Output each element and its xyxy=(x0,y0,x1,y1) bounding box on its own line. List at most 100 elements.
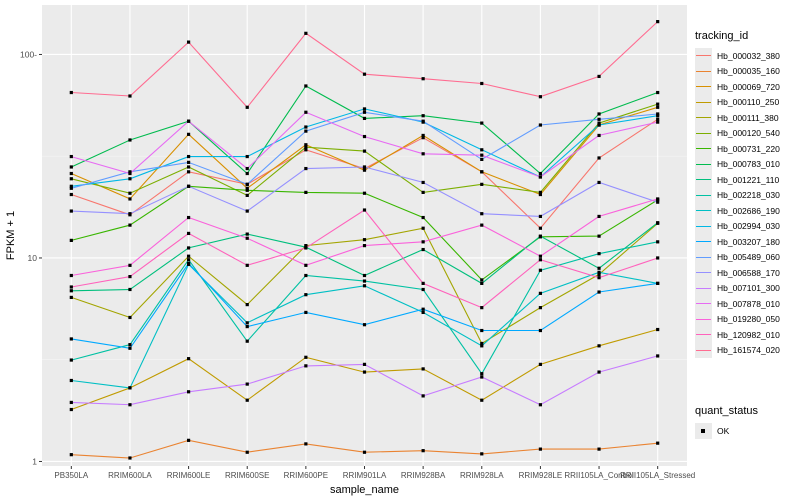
data-point xyxy=(186,165,191,169)
data-point xyxy=(656,114,660,118)
data-point xyxy=(480,344,484,348)
data-point xyxy=(597,133,601,138)
data-point xyxy=(245,398,249,402)
data-point xyxy=(304,442,308,446)
data-point xyxy=(480,375,484,379)
data-point xyxy=(186,438,191,442)
data-point xyxy=(362,273,367,278)
data-point xyxy=(362,168,367,172)
data-point xyxy=(186,40,191,44)
data-point xyxy=(421,190,425,194)
legend-item-Hb_000111_380: Hb_000111_380 xyxy=(695,110,795,126)
data-point xyxy=(597,214,601,219)
data-point xyxy=(480,157,484,162)
x-axis-title: sample_name xyxy=(330,484,399,496)
data-point xyxy=(597,447,601,451)
data-point xyxy=(304,364,308,368)
data-point xyxy=(245,154,249,159)
data-point xyxy=(656,327,660,332)
data-point xyxy=(656,20,660,24)
legend-swatch xyxy=(695,125,712,141)
data-point xyxy=(304,263,308,267)
x-tick-label: RRIM928LA xyxy=(460,471,504,480)
data-point xyxy=(480,148,484,152)
data-point xyxy=(304,246,308,250)
data-point xyxy=(245,232,249,236)
data-point xyxy=(304,125,308,129)
point-marker xyxy=(701,429,705,433)
legend-line xyxy=(696,349,711,351)
data-point xyxy=(538,268,543,272)
legend-swatch xyxy=(695,63,712,79)
legend-line xyxy=(696,303,711,304)
data-point xyxy=(480,81,484,86)
legend-line xyxy=(696,225,711,227)
legend-item-Hb_000035_160: Hb_000035_160 xyxy=(695,63,795,79)
data-point xyxy=(480,121,484,125)
data-point xyxy=(538,403,543,407)
data-point xyxy=(362,107,367,111)
legend-item-Hb_000783_010: Hb_000783_010 xyxy=(695,156,795,172)
legend-line xyxy=(696,287,711,289)
data-point xyxy=(245,450,249,454)
x-tick-label: PB350LA xyxy=(54,471,88,480)
data-point xyxy=(421,226,425,230)
data-point xyxy=(421,247,425,252)
data-point xyxy=(538,226,543,230)
data-point xyxy=(597,112,601,116)
data-point xyxy=(538,175,543,179)
data-point xyxy=(656,112,660,116)
data-point xyxy=(480,223,484,227)
data-point xyxy=(128,191,132,195)
data-point xyxy=(128,212,132,216)
data-point xyxy=(245,188,249,192)
data-point xyxy=(421,114,425,118)
data-point xyxy=(538,306,543,310)
data-point xyxy=(597,344,601,348)
data-point xyxy=(186,184,191,188)
x-tick-label: RRIM600LA xyxy=(108,471,152,480)
data-point xyxy=(69,295,73,300)
data-point xyxy=(245,236,249,240)
data-point xyxy=(362,191,367,195)
quant-status-legend: quant_status OK xyxy=(695,405,758,439)
data-point xyxy=(421,215,425,220)
legend-item-label: Hb_161574_020 xyxy=(717,345,780,356)
data-point xyxy=(304,166,308,171)
legend-item-label: Hb_007101_300 xyxy=(717,283,780,294)
data-point xyxy=(128,94,132,98)
legend-item-Hb_005489_060: Hb_005489_060 xyxy=(695,249,795,265)
legend-item-label: Hb_006588_170 xyxy=(717,267,780,278)
legend-item-label: Hb_000111_380 xyxy=(717,112,779,123)
data-point xyxy=(597,121,601,125)
legend-item-label: Hb_001221_110 xyxy=(717,174,780,185)
legend-swatch xyxy=(695,94,712,110)
data-point xyxy=(69,165,73,169)
data-point xyxy=(304,310,308,315)
data-point xyxy=(480,398,484,402)
legend-swatch xyxy=(695,265,712,281)
data-point xyxy=(597,266,601,270)
data-point xyxy=(362,284,367,288)
data-point xyxy=(480,170,484,174)
data-point xyxy=(304,355,308,359)
data-point xyxy=(656,221,660,225)
data-point xyxy=(69,209,73,213)
legend-swatch xyxy=(695,423,712,439)
data-point xyxy=(480,372,484,376)
data-point xyxy=(421,287,425,292)
data-point xyxy=(421,77,425,81)
legend-item-label: Hb_000783_010 xyxy=(717,159,780,170)
legend-line xyxy=(696,334,711,335)
data-point xyxy=(304,110,308,114)
data-point xyxy=(597,74,601,79)
data-point xyxy=(128,346,132,350)
data-point xyxy=(69,400,73,405)
data-point xyxy=(421,307,425,311)
data-point xyxy=(245,263,249,267)
legend-item-Hb_007878_010: Hb_007878_010 xyxy=(695,296,795,312)
data-point xyxy=(421,394,425,398)
legend-swatch xyxy=(695,79,712,95)
data-point xyxy=(538,447,543,451)
data-point xyxy=(69,154,73,159)
